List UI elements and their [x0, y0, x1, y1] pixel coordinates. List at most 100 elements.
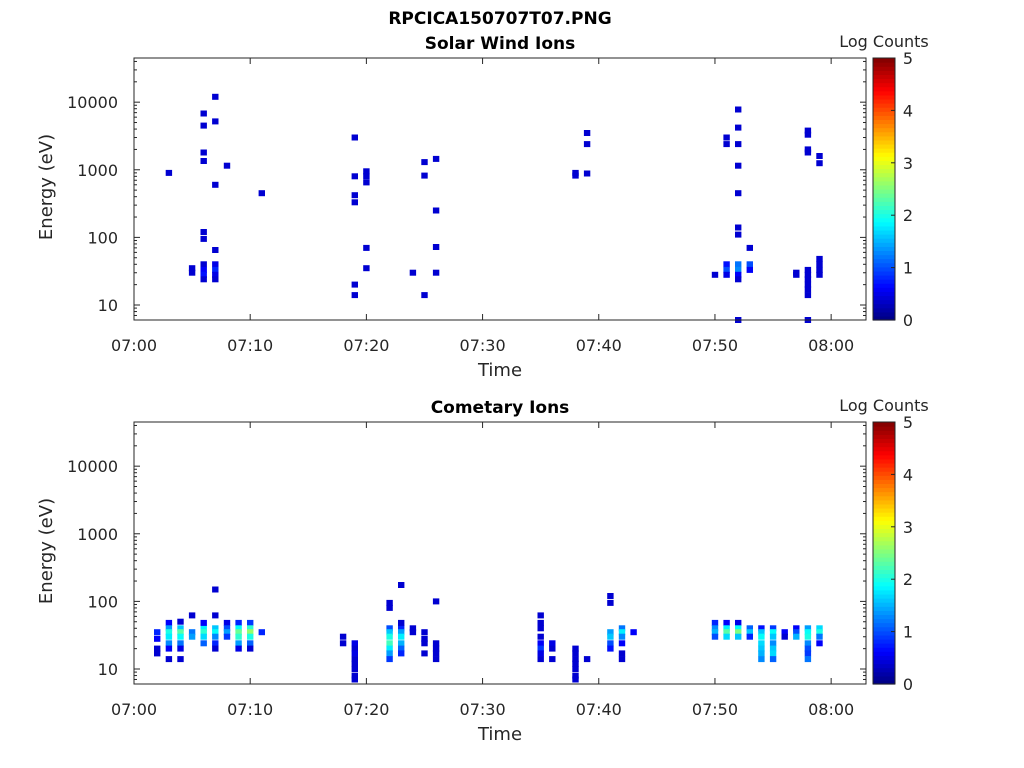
- x-tick-label: 07:10: [227, 700, 273, 719]
- heatmap-cell: [816, 633, 823, 640]
- colorbar-swatch: [873, 614, 895, 620]
- heatmap-cell: [351, 672, 358, 679]
- colorbar-swatch: [873, 119, 895, 125]
- heatmap-cell: [235, 633, 242, 640]
- heatmap-cell: [723, 619, 730, 626]
- heatmap-cell: [549, 640, 556, 647]
- heatmap-cell: [723, 141, 730, 148]
- heatmap-cell: [711, 633, 719, 640]
- heatmap-cell: [154, 645, 161, 652]
- colorbar-swatch: [873, 197, 895, 202]
- heatmap-cell: [537, 612, 544, 619]
- x-tick-label: 07:00: [111, 336, 157, 355]
- heatmap-cell: [583, 141, 591, 148]
- heatmap-cell: [223, 625, 231, 632]
- heatmap-cell: [735, 231, 742, 238]
- heatmap-cell: [735, 261, 742, 268]
- heatmap-cell: [607, 599, 614, 606]
- heatmap-cell: [212, 181, 219, 188]
- heatmap-cell: [746, 266, 753, 273]
- heatmap-cell: [247, 619, 254, 626]
- heatmap-cell: [549, 645, 556, 652]
- heatmap-cell: [351, 173, 358, 180]
- heatmap-cell: [200, 625, 207, 632]
- heatmap-cell: [816, 261, 823, 268]
- colorbar-swatch: [873, 176, 895, 182]
- y-tick-label: 100: [87, 592, 118, 611]
- heatmap-cell: [537, 645, 544, 652]
- heatmap-cell: [386, 625, 393, 632]
- heatmap-cell: [432, 598, 440, 605]
- colorbar-swatch: [873, 74, 895, 80]
- heatmap-cell: [630, 629, 637, 636]
- heatmap-cell: [177, 629, 184, 636]
- colorbar-swatch: [873, 581, 895, 587]
- heatmap-cell: [723, 629, 730, 636]
- heatmap-cell: [409, 625, 417, 632]
- heatmap-cell: [386, 656, 393, 663]
- heatmap-cell: [351, 650, 358, 657]
- y-axis-label: Energy (eV): [36, 498, 57, 604]
- colorbar-swatch: [873, 295, 895, 301]
- heatmap-cell: [165, 619, 173, 626]
- heatmap-cell: [200, 276, 207, 283]
- heatmap-cell: [386, 640, 393, 647]
- heatmap-cell: [165, 629, 173, 636]
- heatmap-cell: [247, 645, 254, 652]
- heatmap-cell: [432, 645, 440, 652]
- heatmap-cell: [804, 629, 812, 636]
- heatmap-cell: [165, 169, 173, 176]
- colorbar-swatch: [873, 589, 895, 595]
- plot-area: [134, 58, 866, 320]
- heatmap-cell: [723, 261, 730, 268]
- heatmap-cell: [804, 286, 812, 293]
- heatmap-cell: [363, 168, 370, 175]
- heatmap-cell: [746, 625, 753, 632]
- heatmap-cell: [537, 650, 544, 657]
- heatmap-cell: [212, 247, 219, 253]
- heatmap-cell: [816, 629, 823, 636]
- heatmap-cell: [549, 656, 556, 663]
- heatmap-cell: [537, 625, 544, 632]
- heatmap-cell: [212, 271, 219, 278]
- heatmap-cell: [188, 265, 196, 272]
- colorbar-swatch: [873, 168, 895, 174]
- heatmap-cell: [363, 179, 370, 186]
- heatmap-cell: [723, 271, 730, 278]
- colorbar-swatch: [873, 495, 895, 501]
- heatmap-cell: [223, 633, 231, 640]
- heatmap-cell: [421, 172, 428, 179]
- heatmap-cell: [769, 645, 777, 652]
- colorbar-swatch: [873, 279, 895, 284]
- heatmap-cell: [363, 173, 370, 180]
- heatmap-cell: [816, 255, 823, 262]
- heatmap-cell: [572, 656, 579, 663]
- heatmap-cell: [735, 141, 742, 148]
- heatmap-cell: [212, 266, 219, 273]
- y-tick-label: 10000: [67, 93, 118, 112]
- colorbar-swatch: [873, 205, 895, 211]
- heatmap-cell: [351, 292, 358, 299]
- colorbar-swatch: [873, 250, 895, 256]
- colorbar-swatch: [873, 471, 895, 476]
- heatmap-cell: [735, 633, 742, 640]
- heatmap-cell: [723, 266, 730, 273]
- colorbar-swatch: [873, 242, 895, 247]
- x-tick-label: 07:10: [227, 336, 273, 355]
- colorbar-swatch: [873, 565, 895, 570]
- heatmap-cell: [177, 625, 184, 632]
- colorbar-swatch: [873, 561, 895, 566]
- heatmap-cell: [711, 625, 719, 632]
- colorbar-tick-label: 0: [903, 311, 913, 330]
- colorbar-swatch: [873, 630, 895, 636]
- heatmap-cell: [200, 229, 207, 235]
- x-axis-label: Time: [477, 360, 522, 381]
- colorbar-swatch: [873, 651, 895, 656]
- heatmap-cell: [804, 127, 812, 134]
- colorbar-swatch: [873, 107, 895, 112]
- colorbar-swatch: [873, 479, 895, 484]
- heatmap-cell: [618, 650, 626, 657]
- heatmap-cell: [351, 645, 358, 652]
